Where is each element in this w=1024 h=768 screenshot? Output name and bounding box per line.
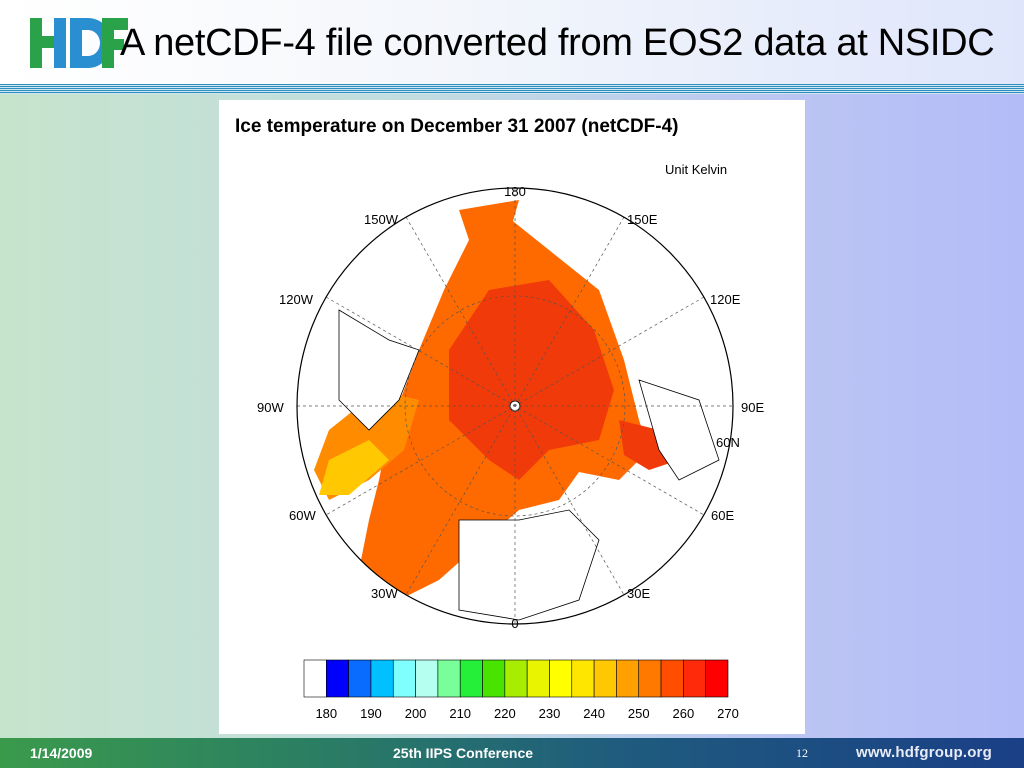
colorbar [303, 659, 729, 698]
colorbar-tick-label: 180 [315, 706, 337, 721]
header-divider [0, 84, 1024, 94]
colorbar-tick-label: 230 [539, 706, 561, 721]
colorbar-swatch [459, 659, 483, 698]
colorbar-swatch [326, 659, 349, 698]
figure-title: Ice temperature on December 31 2007 (net… [235, 116, 679, 137]
colorbar-tick-label: 240 [583, 706, 605, 721]
colorbar-tick-label: 270 [717, 706, 739, 721]
footer-conference: 25th IIPS Conference [393, 745, 534, 761]
lon-label-120w: 120W [279, 292, 314, 307]
colorbar-tick-label: 260 [673, 706, 695, 721]
colorbar-swatch [571, 659, 595, 698]
colorbar-tick-label: 190 [360, 706, 382, 721]
colorbar-tick-labels: 180 190 200 210 220 230 240 250 260 270 [315, 706, 738, 721]
colorbar-swatch [437, 659, 461, 698]
footer-url: www.hdfgroup.org [856, 744, 992, 761]
lon-label-30e: 30E [627, 586, 650, 601]
lon-label-120e: 120E [710, 292, 741, 307]
colorbar-swatch [660, 659, 684, 698]
sea-ice-warm-core [449, 280, 614, 480]
colorbar-swatch [504, 659, 528, 698]
unit-label: Unit Kelvin [665, 162, 727, 177]
polar-map-chart: Ice temperature on December 31 2007 (net… [235, 116, 764, 721]
colorbar-swatch [705, 659, 729, 698]
colorbar-swatch [593, 659, 617, 698]
lon-label-90e: 90E [741, 400, 764, 415]
footer-date: 1/14/2009 [30, 745, 93, 761]
colorbar-tick-label: 200 [405, 706, 427, 721]
colorbar-swatch [526, 659, 550, 698]
colorbar-swatch [482, 659, 506, 698]
colorbar-swatch [303, 659, 327, 698]
colorbar-swatch [415, 659, 439, 698]
colorbar-tick-label: 250 [628, 706, 650, 721]
lon-label-180: 180 [504, 184, 526, 199]
colorbar-swatch [616, 659, 640, 698]
lon-label-30w: 30W [371, 586, 398, 601]
lon-label-150w: 150W [364, 212, 399, 227]
ice-temperature-figure: Ice temperature on December 31 2007 (net… [219, 100, 805, 734]
colorbar-swatch [683, 659, 706, 698]
lon-label-0: 0 [511, 616, 518, 631]
lon-label-60e: 60E [711, 508, 734, 523]
colorbar-swatch [549, 659, 573, 698]
lon-label-150e: 150E [627, 212, 658, 227]
colorbar-swatch [370, 659, 394, 698]
lon-label-60w: 60W [289, 508, 316, 523]
map-border [296, 187, 734, 625]
slide-header: A netCDF-4 file converted from EOS2 data… [0, 0, 1024, 84]
lon-label-90w: 90W [257, 400, 284, 415]
colorbar-swatch [638, 659, 662, 698]
colorbar-swatch [392, 659, 416, 698]
graticule [297, 188, 733, 624]
page-number: 12 [796, 746, 808, 760]
colorbar-tick-label: 210 [449, 706, 471, 721]
slide-title: A netCDF-4 file converted from EOS2 data… [120, 22, 995, 64]
longitude-labels: 180 150E 120E 90E 60E 30E 0 30W 60W 90W … [257, 184, 764, 631]
slide-footer: 1/14/2009 25th IIPS Conference 12 www.hd… [0, 738, 1024, 768]
lat-label-60n: 60N [716, 435, 740, 450]
colorbar-swatch [348, 659, 372, 698]
hdf-logo-icon [30, 18, 128, 68]
map-disk [297, 188, 733, 624]
colorbar-tick-label: 220 [494, 706, 516, 721]
